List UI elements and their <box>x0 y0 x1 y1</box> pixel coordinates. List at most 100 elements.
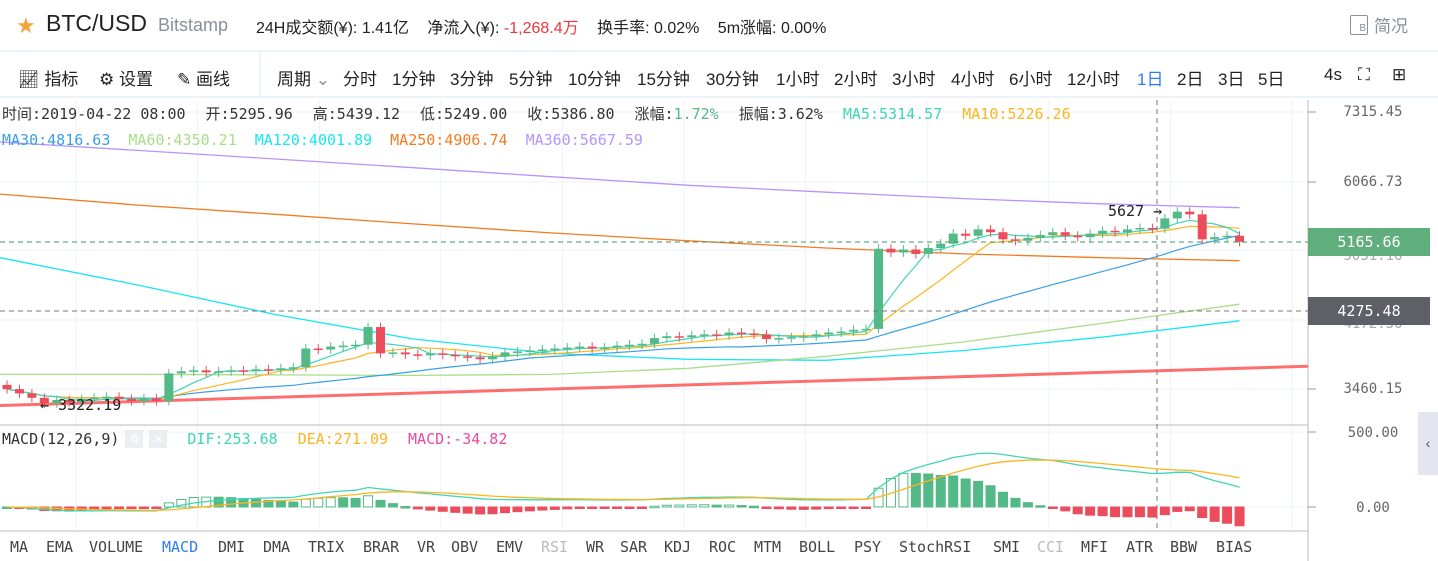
macd-bar <box>935 475 946 508</box>
candle <box>861 328 871 331</box>
period-16[interactable]: 5日 <box>1258 70 1285 89</box>
close: 收:5386.80 <box>527 105 615 123</box>
macd-bar <box>761 506 772 509</box>
macd-bar <box>375 499 386 508</box>
macd-bar <box>138 506 149 509</box>
candle <box>637 343 647 346</box>
period-12[interactable]: 12小时 <box>1067 70 1120 89</box>
indicator-obv[interactable]: OBV <box>451 538 479 556</box>
fullscreen-icon[interactable]: ⛶ <box>1358 65 1370 84</box>
candle <box>1185 211 1195 215</box>
period-14[interactable]: 2日 <box>1177 70 1204 89</box>
candle <box>14 389 24 394</box>
period-11[interactable]: 6小时 <box>1009 70 1053 89</box>
indicator-ema[interactable]: EMA <box>46 538 74 556</box>
indicator-volume[interactable]: VOLUME <box>89 538 144 556</box>
draw-button[interactable]: ✎ 画线 <box>177 70 230 89</box>
dif-value: DIF:253.68 <box>187 430 278 448</box>
refresh-interval[interactable]: 4s <box>1324 65 1342 84</box>
macd-bar <box>437 506 448 512</box>
ma5-value: MA5:5314.57 <box>842 105 943 123</box>
period-10[interactable]: 4小时 <box>951 70 995 89</box>
macd-bar <box>612 506 623 509</box>
period-15[interactable]: 3日 <box>1218 70 1245 89</box>
indicator-rsi[interactable]: RSI <box>541 538 569 556</box>
candle <box>189 370 199 372</box>
brief-button[interactable]: B 简况 <box>1350 12 1408 37</box>
candle <box>176 371 186 374</box>
period-3[interactable]: 5分钟 <box>509 70 553 89</box>
indicator-ma[interactable]: MA <box>10 538 29 556</box>
macd-bar <box>176 498 187 508</box>
period-13[interactable]: 1日 <box>1137 70 1164 89</box>
candle <box>1035 235 1045 238</box>
candle <box>301 348 311 368</box>
candle <box>151 398 161 402</box>
indicator-emv[interactable]: EMV <box>496 538 524 556</box>
indicator-sar[interactable]: SAR <box>620 538 648 556</box>
period-9[interactable]: 3小时 <box>892 70 936 89</box>
gear-icon: ⚙ <box>99 70 115 89</box>
indicator-mfi[interactable]: MFI <box>1081 538 1109 556</box>
indicator-vr[interactable]: VR <box>417 538 436 556</box>
indicator-bbw[interactable]: BBW <box>1170 538 1198 556</box>
macd-settings-icon[interactable]: ⚙ <box>125 430 144 448</box>
candle <box>2 384 12 390</box>
indicator-atr[interactable]: ATR <box>1126 538 1154 556</box>
candle <box>52 399 62 404</box>
candle <box>376 327 385 354</box>
candle <box>1147 228 1157 230</box>
indicator-mtm[interactable]: MTM <box>754 538 782 556</box>
indicator-bias[interactable]: BIAS <box>1216 538 1253 556</box>
macd-bar <box>749 505 759 509</box>
period-4[interactable]: 10分钟 <box>568 70 621 89</box>
period-6[interactable]: 30分钟 <box>706 70 759 89</box>
candle <box>338 345 348 348</box>
add-window-icon[interactable]: ⊞ <box>1392 65 1407 84</box>
indicator-dma[interactable]: DMA <box>263 538 291 556</box>
candle <box>313 348 323 351</box>
macd-bar <box>500 506 510 514</box>
candle <box>1048 232 1058 236</box>
star-icon[interactable]: ★ <box>16 13 36 38</box>
indicator-kdj[interactable]: KDJ <box>664 538 692 556</box>
indicator-smi[interactable]: SMI <box>993 538 1021 556</box>
indicator-boll[interactable]: BOLL <box>799 538 836 556</box>
indicator-dmi[interactable]: DMI <box>218 538 246 556</box>
period-7[interactable]: 1小时 <box>776 70 820 89</box>
macd-bar <box>524 506 535 512</box>
indicator-psy[interactable]: PSY <box>854 538 882 556</box>
candle <box>786 337 796 339</box>
indicator-wr[interactable]: WR <box>586 538 605 556</box>
macd-close-icon[interactable]: ✕ <box>149 430 168 448</box>
ohlc-info: 时间:2019-04-22 08:00 开:5295.96 高:5439.12 低:5… <box>2 103 1091 124</box>
indicator-macd[interactable]: MACD <box>162 538 199 556</box>
collapse-panel-button[interactable]: ‹ <box>1418 412 1438 475</box>
macd-bar <box>288 501 299 508</box>
macd-bar <box>1085 506 1096 516</box>
candle <box>886 248 896 253</box>
settings-button[interactable]: ⚙ 设置 <box>99 70 153 89</box>
indicators-button[interactable]: 📈︎ 指标 <box>18 70 79 89</box>
period-dropdown[interactable]: 周期 ⌄ <box>277 70 330 89</box>
period-8[interactable]: 2小时 <box>834 70 878 89</box>
indicator-brar[interactable]: BRAR <box>363 538 400 556</box>
period-0[interactable]: 分时 <box>343 70 377 89</box>
indicator-trix[interactable]: TRIX <box>308 538 345 556</box>
crosshair-price-label: 4275.48 <box>1308 297 1430 325</box>
candle <box>948 233 958 244</box>
candle <box>587 346 597 349</box>
period-2[interactable]: 3分钟 <box>450 70 494 89</box>
period-1[interactable]: 1分钟 <box>392 70 436 89</box>
macd-bar <box>811 506 822 510</box>
indicator-cci[interactable]: CCI <box>1037 538 1065 556</box>
macd-bar <box>686 504 697 508</box>
indicator-roc[interactable]: ROC <box>709 538 737 556</box>
candle <box>674 336 684 338</box>
dea-line <box>6 459 1240 512</box>
ma5-line <box>6 219 1240 401</box>
indicator-stochrsi[interactable]: StochRSI <box>899 538 972 556</box>
macd-bar <box>549 506 560 510</box>
period-5[interactable]: 15分钟 <box>637 70 690 89</box>
